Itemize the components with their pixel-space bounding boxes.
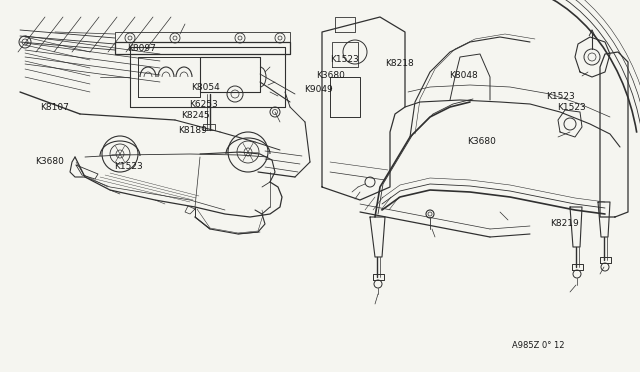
Text: K8219: K8219 [550,219,579,228]
Text: K8189: K8189 [178,126,207,135]
Text: K8054: K8054 [191,83,220,92]
Text: K9049: K9049 [304,85,333,94]
Text: K1523: K1523 [557,103,586,112]
Text: A985Z 0° 12: A985Z 0° 12 [512,341,564,350]
Text: K8245: K8245 [181,111,210,120]
Text: K3680: K3680 [316,71,345,80]
Text: K8218: K8218 [385,59,413,68]
Text: K1523: K1523 [547,92,575,101]
Text: K8048: K8048 [449,71,478,80]
Text: K1523: K1523 [330,55,359,64]
Text: K6253: K6253 [189,100,218,109]
Text: K3680: K3680 [35,157,64,166]
Text: K1523: K1523 [114,162,143,171]
Text: K3680: K3680 [467,137,496,146]
Text: K8107: K8107 [40,103,68,112]
Text: K8097: K8097 [127,44,156,53]
